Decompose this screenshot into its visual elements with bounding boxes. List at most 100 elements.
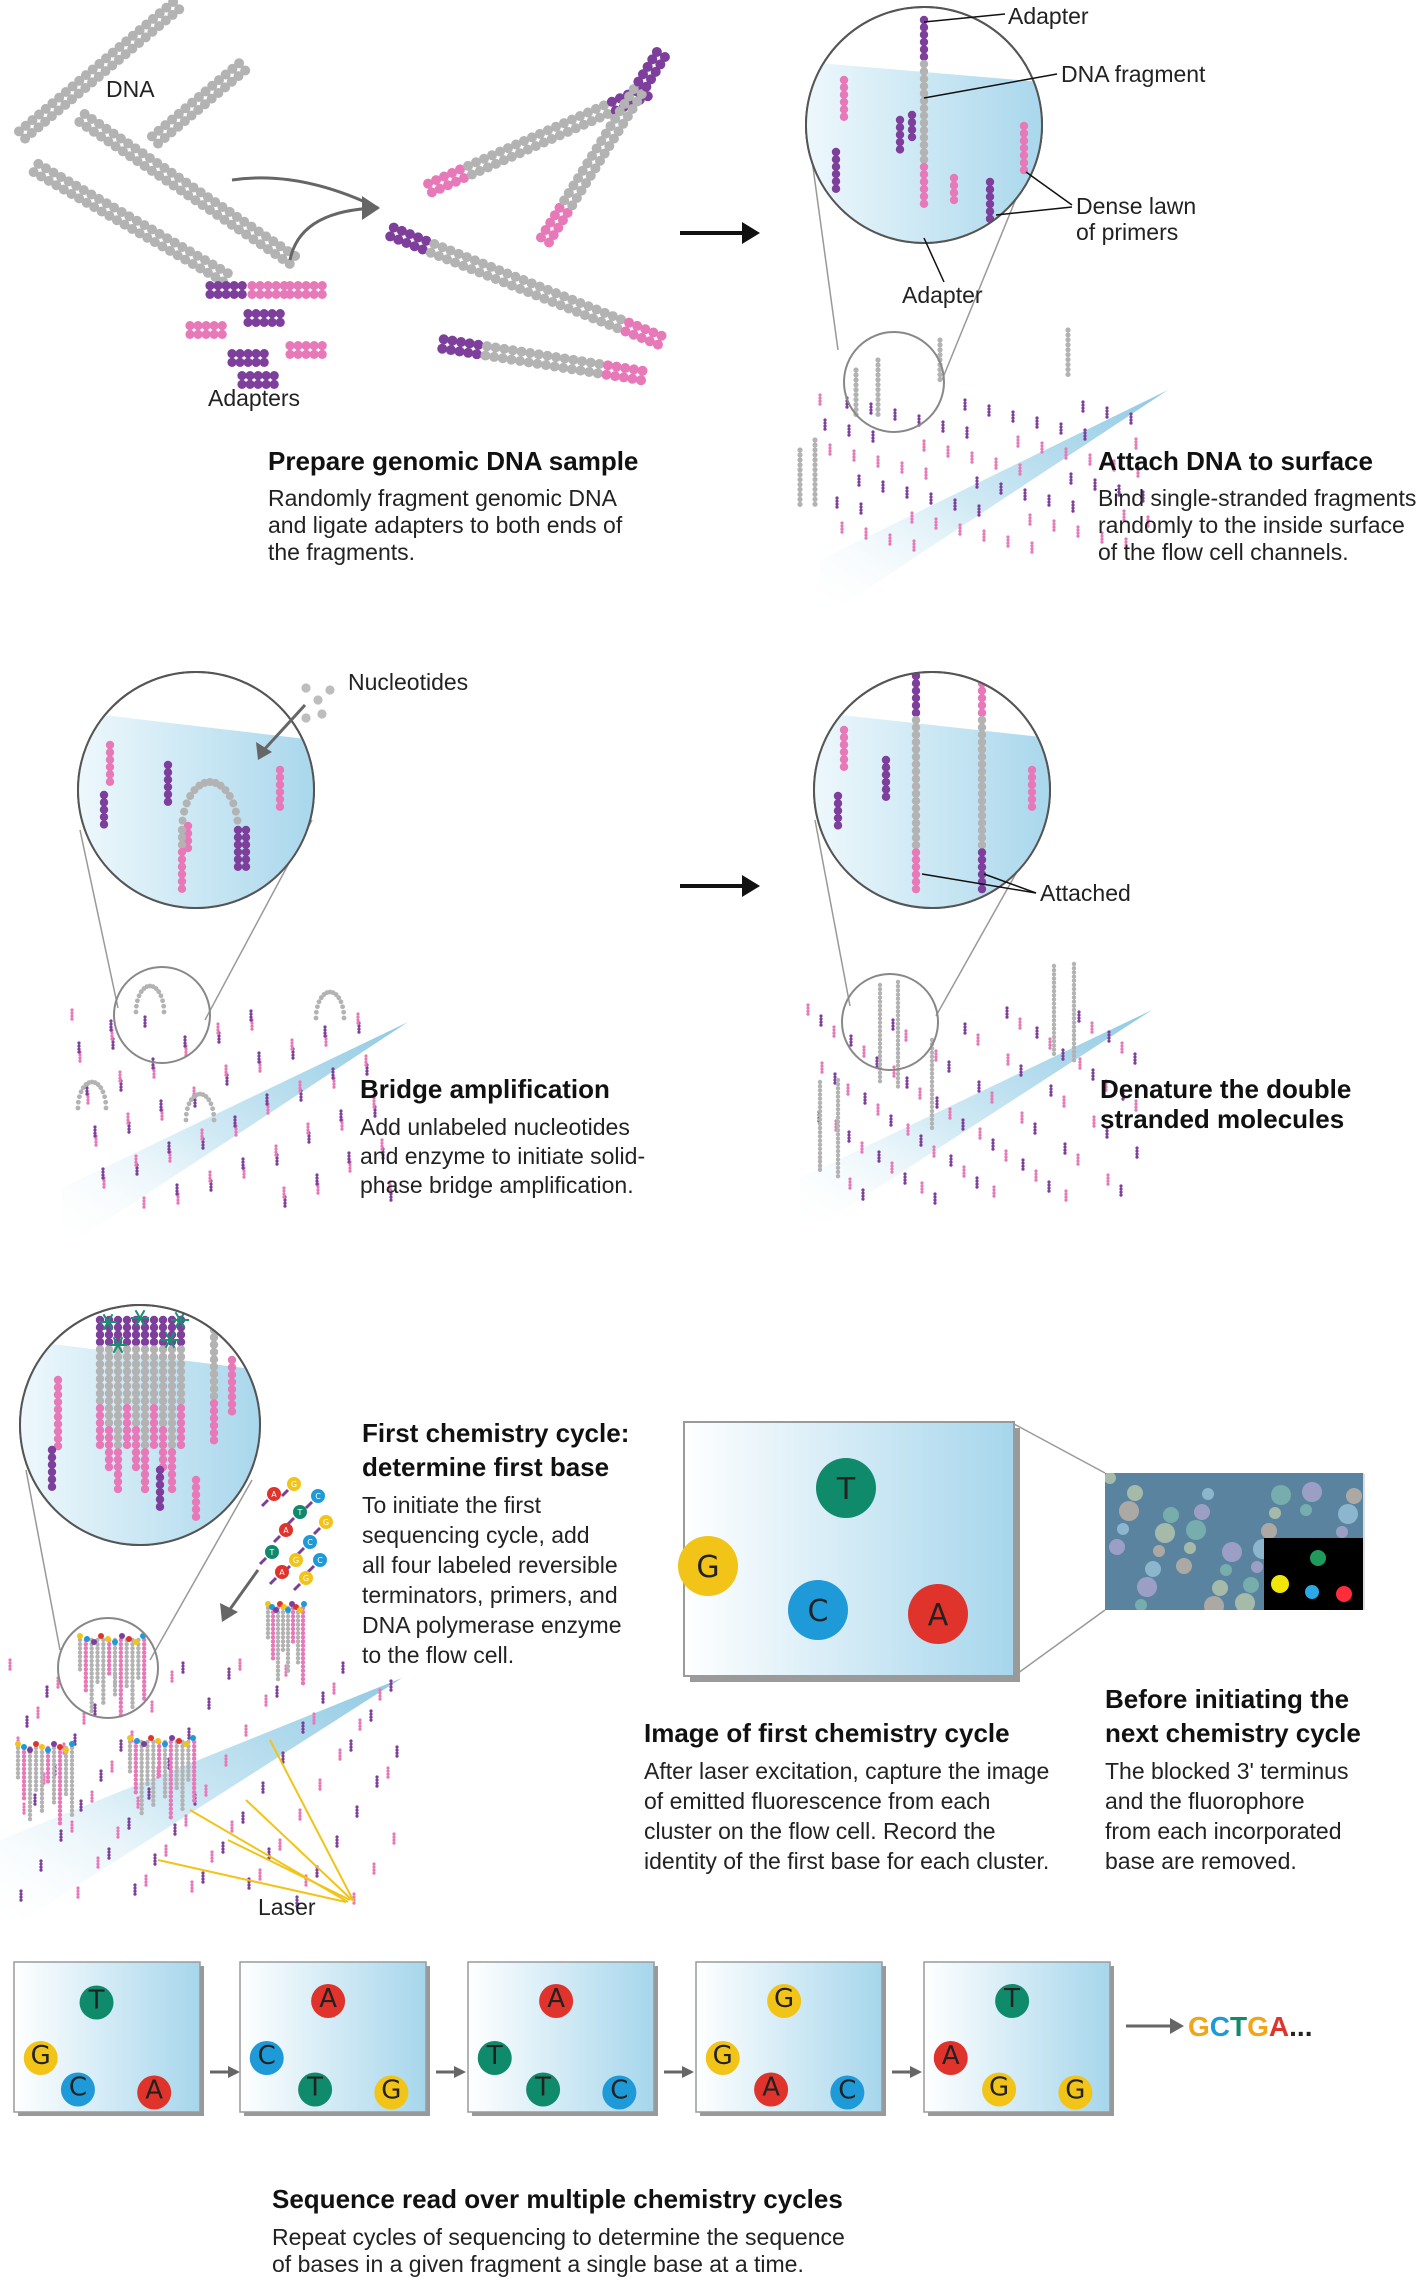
dna-strand xyxy=(237,371,279,389)
step6-desc-line: After laser excitation, capture the imag… xyxy=(644,1758,1049,1784)
dna-strand xyxy=(191,1475,201,1521)
nucleotide-letter: A xyxy=(279,1568,285,1577)
dna-strand xyxy=(833,791,843,830)
step3-desc-line: and enzyme to initiate solid- xyxy=(360,1143,645,1169)
cycle-panel: T GC A xyxy=(13,1961,204,2116)
dna-strand xyxy=(185,321,227,339)
base-letter: G xyxy=(31,2041,51,2071)
dna-strand xyxy=(895,115,905,154)
dna-strand xyxy=(385,222,667,350)
step7-desc-line: The blocked 3' terminus xyxy=(1105,1758,1348,1784)
base-A-circle: A xyxy=(754,2072,789,2107)
base-circles: T G C A xyxy=(678,1458,968,1644)
base-letter: A xyxy=(145,2076,163,2106)
base-G-circle: G xyxy=(982,2072,1017,2107)
step3-desc-line: phase bridge amplification. xyxy=(360,1172,634,1198)
nucleotide-dots xyxy=(301,683,335,723)
base-letter: A xyxy=(942,2041,960,2071)
step5-desc-line: terminators, primers, and xyxy=(362,1582,618,1608)
dna-strand xyxy=(131,1315,141,1472)
dna-strand xyxy=(1027,765,1037,811)
cycle-panel: TAG G xyxy=(923,1961,1114,2116)
dna-strand xyxy=(275,765,285,811)
dna-strand xyxy=(881,755,891,801)
dna-strand xyxy=(831,147,841,193)
sequence-read: GCTGA... xyxy=(1188,2011,1312,2042)
dna-strand xyxy=(163,760,173,806)
cluster-strands xyxy=(8,1601,399,1908)
base-letter: T xyxy=(486,2041,503,2071)
base-G-circle: G xyxy=(23,2041,58,2075)
dna-strand xyxy=(47,1445,57,1491)
dna-strand xyxy=(1019,121,1029,175)
base-letter: A xyxy=(928,1598,949,1633)
nucleotide-arrow xyxy=(260,703,307,754)
step3-desc-line: Add unlabeled nucleotides xyxy=(360,1114,630,1140)
nucleotide-letter: C xyxy=(307,1538,313,1547)
step5-title: First chemistry cycle: xyxy=(362,1418,629,1448)
step1-desc-line: the fragments. xyxy=(268,539,415,565)
step2-desc-line: randomly to the inside surface xyxy=(1098,512,1405,538)
sequence-base: A xyxy=(1269,2011,1289,2042)
dna-strand xyxy=(99,790,109,829)
dna-strand xyxy=(949,173,959,205)
step7-title: Before initiating the xyxy=(1105,1684,1349,1714)
base-letter: G xyxy=(989,2073,1009,2103)
step5-desc-line: to the flow cell. xyxy=(362,1642,514,1668)
dna-strand xyxy=(535,46,670,248)
sequence-base: G xyxy=(1188,2011,1210,2042)
step1-desc-line: Randomly fragment genomic DNA xyxy=(268,485,618,511)
step5-title: determine first base xyxy=(362,1452,609,1482)
nucleotide-letter: G xyxy=(323,1518,329,1527)
nucleotide-letter: T xyxy=(297,1508,303,1517)
cycle-panel: A CT G xyxy=(239,1961,430,2116)
base-T-circle: T xyxy=(79,1985,114,2020)
dna-strand xyxy=(285,341,327,359)
bridge-strands xyxy=(99,740,285,893)
base-letter: A xyxy=(547,1984,565,2014)
attached-label: Attached xyxy=(1040,880,1131,906)
dna-label: DNA xyxy=(106,76,155,102)
step6-desc-line: of emitted fluorescence from each xyxy=(644,1788,990,1814)
base-letter: G xyxy=(1065,2076,1085,2106)
step6-desc-line: identity of the first base for each clus… xyxy=(644,1848,1049,1874)
dna-strand xyxy=(177,825,187,893)
dna-strand xyxy=(243,309,285,327)
step2-desc-line: Bind single-stranded fragments xyxy=(1098,485,1416,511)
dna-strand xyxy=(167,1315,177,1494)
sequence-base: C xyxy=(1210,2011,1230,2042)
base-G-circle: G xyxy=(374,2075,409,2110)
base-letter: T xyxy=(836,1472,856,1507)
sequence-base: G xyxy=(1247,2011,1269,2042)
base-letter: C xyxy=(838,2076,856,2106)
base-letter: C xyxy=(69,2073,87,2103)
step5-desc-line: sequencing cycle, add xyxy=(362,1522,590,1548)
base-letter: T xyxy=(1003,1984,1020,2014)
base-C-circle: C xyxy=(788,1580,848,1640)
zoom-target-circle xyxy=(57,1617,159,1719)
step1-desc-line: and ligate adapters to both ends of xyxy=(268,512,623,538)
sequence-base: T xyxy=(1230,2011,1247,2042)
base-A-circle: A xyxy=(137,2075,172,2110)
base-T-circle: T xyxy=(298,2072,333,2107)
base-letter: A xyxy=(319,1984,337,2014)
base-A-circle: A xyxy=(908,1584,968,1644)
denatured-strands xyxy=(833,672,1037,894)
step7-title: next chemistry cycle xyxy=(1105,1718,1361,1748)
base-C-circle: C xyxy=(830,2075,865,2110)
zoom-target-circle xyxy=(843,331,945,433)
dna-strand xyxy=(140,1315,150,1494)
nucleotide-letter: G xyxy=(293,1556,299,1565)
step1-title: Prepare genomic DNA sample xyxy=(268,446,638,476)
dna-strand xyxy=(911,672,921,894)
base-letter: T xyxy=(534,2073,551,2103)
dna-strand xyxy=(985,177,995,223)
dna-strand xyxy=(74,109,301,269)
base-letter: C xyxy=(808,1594,829,1629)
dna-strand xyxy=(241,825,251,871)
base-letter: C xyxy=(610,2076,628,2106)
step5-desc-line: all four labeled reversible xyxy=(362,1552,618,1578)
dna-strand xyxy=(149,1315,159,1450)
step2-desc-line: of the flow cell channels. xyxy=(1098,539,1349,565)
